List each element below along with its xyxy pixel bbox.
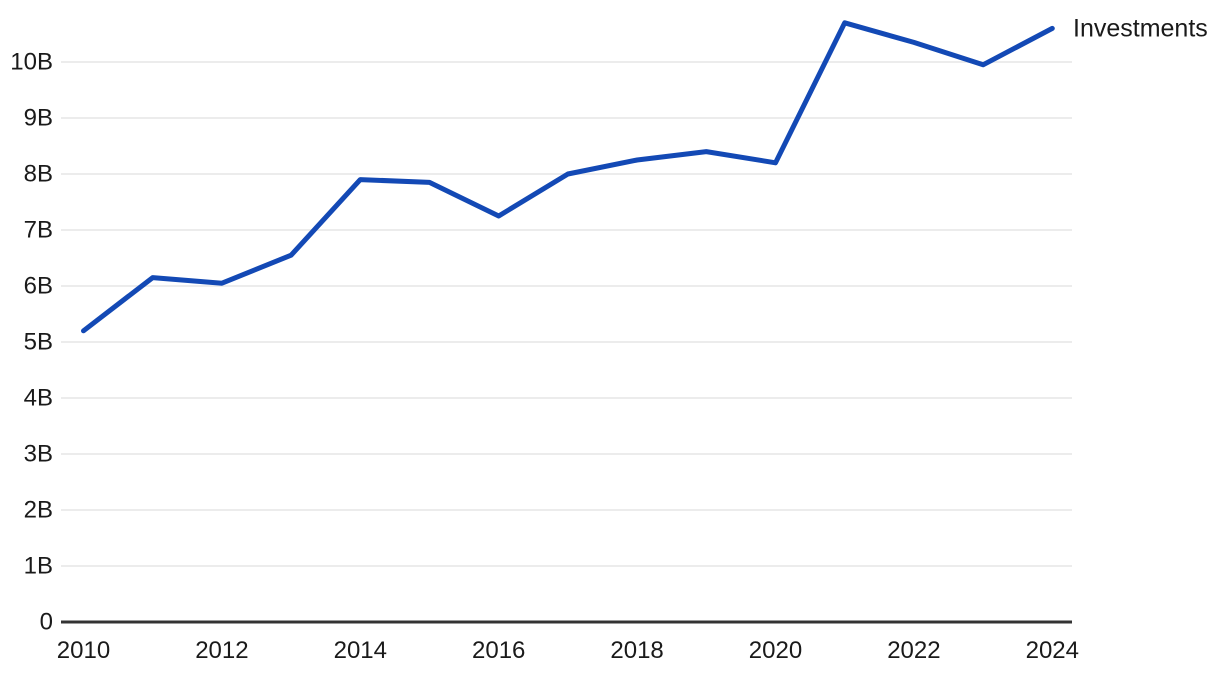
x-tick-label-2020: 2020	[749, 637, 802, 664]
investments-series-line	[81, 20, 1055, 334]
y-tick-label-8B: 8B	[24, 161, 53, 188]
x-tick-label-2024: 2024	[1026, 637, 1079, 664]
y-tick-label-2B: 2B	[24, 497, 53, 524]
y-tick-label-5B: 5B	[24, 329, 53, 356]
y-tick-label-3B: 3B	[24, 441, 53, 468]
y-tick-label-4B: 4B	[24, 385, 53, 412]
y-tick-label-10B: 10B	[10, 49, 53, 76]
y-tick-label-0: 0	[40, 609, 53, 636]
x-tick-label-2022: 2022	[887, 637, 940, 664]
y-tick-label-1B: 1B	[24, 553, 53, 580]
y-tick-label-6B: 6B	[24, 273, 53, 300]
y-tick-label-7B: 7B	[24, 217, 53, 244]
x-tick-label-2012: 2012	[195, 637, 248, 664]
x-tick-label-2014: 2014	[334, 637, 387, 664]
x-tick-label-2016: 2016	[472, 637, 525, 664]
x-tick-label-2018: 2018	[610, 637, 663, 664]
y-tick-label-9B: 9B	[24, 105, 53, 132]
series-label-investments: Investments	[1073, 14, 1208, 42]
x-tick-label-2010: 2010	[57, 637, 110, 664]
